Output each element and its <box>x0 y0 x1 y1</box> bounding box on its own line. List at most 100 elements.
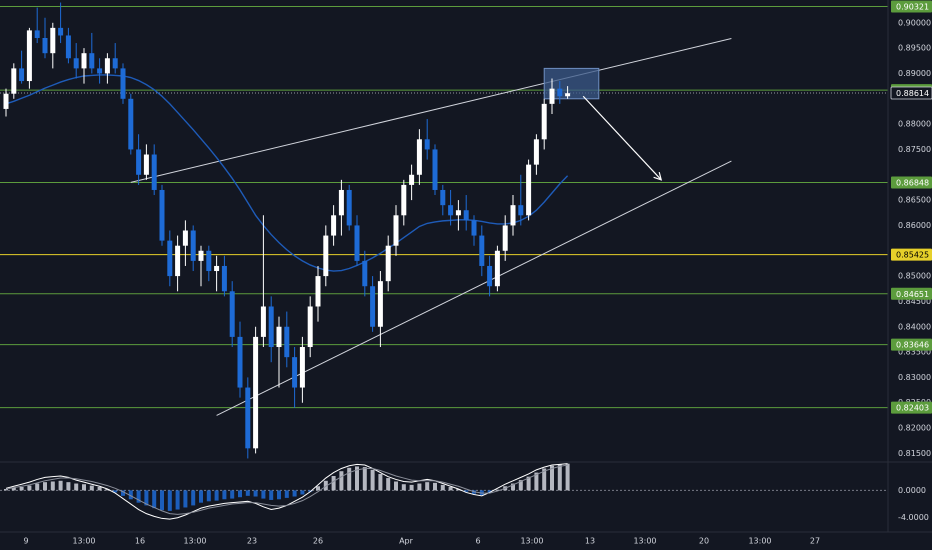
histogram-bar-16 <box>128 490 133 500</box>
candle-11 <box>89 32 95 74</box>
candle-body <box>354 225 360 261</box>
histogram-bar-49 <box>386 478 391 491</box>
candle-37 <box>292 347 298 408</box>
level-label-4: 0.85425 <box>896 251 929 260</box>
level-label-3: 0.86848 <box>896 178 929 187</box>
x-tick-label-7: 6 <box>475 537 480 546</box>
candle-17 <box>136 134 142 185</box>
candle-body <box>510 205 516 226</box>
histogram-bar-65 <box>511 483 515 491</box>
candle-23 <box>182 220 188 266</box>
histogram-bar-4 <box>35 483 40 491</box>
candle-10 <box>81 48 87 84</box>
histogram-bar-59 <box>464 490 469 492</box>
candle-39 <box>307 296 313 358</box>
forecast-arrow <box>582 95 662 181</box>
candle-body <box>409 174 415 185</box>
candle-21 <box>167 230 173 287</box>
candle-45 <box>354 215 360 266</box>
candle-46 <box>362 250 368 297</box>
level-label-box-4 <box>891 248 932 261</box>
y-tick-label-2: 0.89000 <box>898 69 931 78</box>
candle-36 <box>284 311 290 368</box>
candle-32 <box>253 326 259 454</box>
candle-69 <box>541 98 547 150</box>
candle-56 <box>440 184 446 216</box>
candle-body <box>198 250 204 261</box>
histogram-bar-7 <box>58 480 63 491</box>
histogram-bar-22 <box>175 490 180 510</box>
histogram-bar-2 <box>19 486 24 491</box>
histogram-bar-40 <box>316 486 320 491</box>
candle-59 <box>463 195 469 231</box>
histogram-bar-14 <box>113 490 118 493</box>
histogram-bar-24 <box>191 490 196 506</box>
candle-body <box>463 210 469 221</box>
candle-body <box>565 93 571 97</box>
x-tick-label-11: 20 <box>699 537 709 546</box>
histogram-bar-57 <box>448 486 453 491</box>
histogram-bar-21 <box>167 490 172 511</box>
y-tick-label-4: 0.87500 <box>898 145 931 154</box>
x-tick-label-0: 9 <box>23 537 28 546</box>
histogram-bar-3 <box>27 485 32 491</box>
level-label-box-5 <box>891 287 932 300</box>
candle-body <box>237 336 243 388</box>
candle-3 <box>26 27 32 89</box>
candle-body <box>260 306 266 337</box>
candle-58 <box>455 200 461 231</box>
candle-body <box>159 189 165 241</box>
candle-24 <box>190 225 196 272</box>
candle-43 <box>338 179 344 236</box>
histogram-bar-25 <box>199 490 203 503</box>
candle-body <box>89 53 95 69</box>
histogram-bar-23 <box>183 490 188 508</box>
candle-body <box>229 291 235 337</box>
histogram-bar-35 <box>277 490 281 500</box>
candle-52 <box>409 164 415 201</box>
candle-body <box>346 189 352 226</box>
candle-body <box>385 245 391 282</box>
candle-body <box>253 336 259 449</box>
candle-9 <box>73 43 79 79</box>
histogram-bar-33 <box>261 490 266 499</box>
y-tick-label-5: 0.86500 <box>898 196 931 205</box>
candle-47 <box>370 276 376 332</box>
candle-body <box>245 387 251 449</box>
candle-body <box>494 250 500 287</box>
candle-64 <box>502 215 508 261</box>
candle-body <box>424 139 430 150</box>
candle-body <box>104 58 110 74</box>
candle-33 <box>260 215 266 348</box>
x-tick-label-8: 13:00 <box>520 537 543 546</box>
candle-body <box>502 225 508 251</box>
level-label-5: 0.84651 <box>896 290 929 299</box>
y-tick-label-3: 0.88000 <box>898 120 931 129</box>
candle-body <box>455 210 461 216</box>
macd-pane[interactable] <box>0 463 888 520</box>
candle-44 <box>346 184 352 231</box>
x-tick-label-9: 13 <box>585 537 595 546</box>
candle-body <box>432 149 438 190</box>
candle-body <box>471 220 477 236</box>
histogram-bar-43 <box>339 471 344 491</box>
x-tick-label-4: 23 <box>247 537 257 546</box>
histogram-bar-0 <box>4 489 8 491</box>
histogram-bar-6 <box>50 481 55 491</box>
candle-body <box>557 88 563 97</box>
candle-body <box>416 139 422 175</box>
histogram-bar-45 <box>355 466 359 491</box>
histogram-bar-31 <box>245 490 250 496</box>
y-tick-label-13: 0.82000 <box>898 424 931 433</box>
candle-body <box>331 215 337 236</box>
candle-51 <box>401 179 407 226</box>
candle-6 <box>50 22 56 69</box>
price-pane[interactable] <box>0 2 888 459</box>
histogram-bar-37 <box>292 490 297 497</box>
candle-48 <box>377 271 383 348</box>
histogram-bar-30 <box>238 490 242 498</box>
candle-71 <box>557 81 563 104</box>
level-label-7: 0.82403 <box>896 404 929 413</box>
candle-body <box>151 154 157 190</box>
